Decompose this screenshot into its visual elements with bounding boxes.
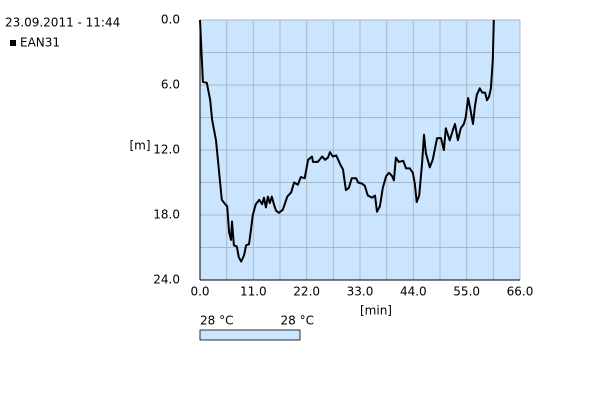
legend-label: EAN31 <box>20 36 60 50</box>
temperature-min: 28 °C <box>200 314 233 328</box>
x-tick-label: 0.0 <box>190 285 209 299</box>
x-tick-label: 55.0 <box>453 285 480 299</box>
x-axis-label: [min] <box>360 304 392 318</box>
depth-line <box>199 19 495 263</box>
x-tick-label: 44.0 <box>400 285 427 299</box>
header-date: 23.09.2011 - 11:44 <box>5 16 120 30</box>
y-tick-label: 0.0 <box>161 13 180 27</box>
x-tick-label: 66.0 <box>507 285 534 299</box>
x-tick-label: 33.0 <box>347 285 374 299</box>
x-tick-label: 11.0 <box>240 285 267 299</box>
temperature-max: 28 °C <box>281 314 314 328</box>
x-tick-label: 22.0 <box>293 285 320 299</box>
y-tick-label: 24.0 <box>153 273 180 287</box>
y-tick-label: 18.0 <box>153 208 180 222</box>
y-axis-label: [m] <box>129 139 150 153</box>
y-tick-label: 6.0 <box>161 78 180 92</box>
y-tick-label: 12.0 <box>153 143 180 157</box>
temperature-bar <box>199 329 301 341</box>
legend-swatch <box>10 40 16 46</box>
